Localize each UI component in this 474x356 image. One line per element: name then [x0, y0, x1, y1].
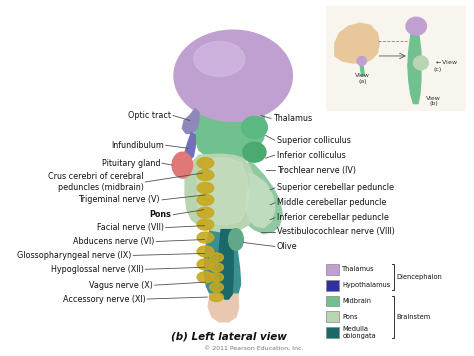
Polygon shape: [246, 173, 275, 227]
Text: Crus cerebri of cerebral
peduncles (midbrain): Crus cerebri of cerebral peduncles (midb…: [48, 172, 144, 192]
Ellipse shape: [197, 259, 214, 270]
Text: Vestibulocochlear nerve (VIII): Vestibulocochlear nerve (VIII): [277, 227, 394, 236]
Polygon shape: [194, 101, 265, 159]
Text: Abducens nerve (VI): Abducens nerve (VI): [73, 237, 155, 246]
FancyBboxPatch shape: [326, 312, 338, 323]
FancyBboxPatch shape: [326, 264, 338, 275]
FancyBboxPatch shape: [326, 327, 338, 338]
Text: Superior colliculus: Superior colliculus: [277, 136, 350, 145]
Ellipse shape: [197, 207, 214, 218]
Text: Brainstem: Brainstem: [396, 314, 430, 320]
Text: View
(a): View (a): [355, 73, 370, 84]
Ellipse shape: [406, 17, 427, 35]
FancyBboxPatch shape: [326, 295, 338, 307]
Text: Glossopharyngeal nerve (IX): Glossopharyngeal nerve (IX): [17, 251, 131, 260]
Polygon shape: [210, 109, 245, 207]
Text: View
(b): View (b): [426, 96, 441, 106]
FancyBboxPatch shape: [326, 280, 338, 290]
Polygon shape: [408, 23, 421, 104]
Polygon shape: [242, 158, 282, 234]
Polygon shape: [335, 23, 379, 63]
Ellipse shape: [243, 142, 266, 162]
Text: Hypothalamus: Hypothalamus: [342, 282, 391, 288]
Text: $\leftarrow$View
(c): $\leftarrow$View (c): [434, 58, 458, 72]
Polygon shape: [197, 158, 249, 225]
Text: Pituitary gland: Pituitary gland: [101, 159, 160, 168]
Ellipse shape: [228, 229, 243, 250]
Text: Trochlear nerve (IV): Trochlear nerve (IV): [277, 166, 356, 174]
Text: Inferior cerebellar peduncle: Inferior cerebellar peduncle: [277, 213, 389, 222]
Polygon shape: [360, 63, 365, 76]
Text: Pons: Pons: [342, 314, 358, 320]
Ellipse shape: [197, 219, 214, 230]
Ellipse shape: [357, 57, 366, 66]
FancyBboxPatch shape: [326, 6, 466, 110]
Text: Facial nerve (VII): Facial nerve (VII): [97, 223, 164, 232]
Text: Infundibulum: Infundibulum: [111, 141, 164, 150]
Text: Midbrain: Midbrain: [342, 298, 371, 304]
Ellipse shape: [172, 152, 192, 178]
Ellipse shape: [197, 272, 214, 283]
Ellipse shape: [210, 283, 223, 292]
Text: Pons: Pons: [149, 210, 171, 219]
Ellipse shape: [197, 246, 214, 257]
Ellipse shape: [210, 263, 223, 272]
Polygon shape: [185, 154, 256, 232]
Ellipse shape: [197, 158, 214, 169]
Text: Hypoglossal nerve (XII): Hypoglossal nerve (XII): [51, 265, 144, 274]
Ellipse shape: [197, 194, 214, 205]
Polygon shape: [204, 230, 241, 301]
Text: © 2011 Pearson Education, Inc.: © 2011 Pearson Education, Inc.: [204, 346, 303, 351]
Ellipse shape: [210, 293, 223, 302]
Ellipse shape: [197, 169, 214, 180]
Ellipse shape: [194, 42, 245, 76]
Ellipse shape: [197, 183, 214, 193]
Text: Thalamus: Thalamus: [342, 266, 375, 272]
Polygon shape: [219, 230, 233, 299]
Ellipse shape: [197, 232, 214, 243]
Ellipse shape: [174, 30, 292, 121]
Text: Optic tract: Optic tract: [128, 111, 171, 120]
Text: Thalamus: Thalamus: [273, 114, 312, 123]
Polygon shape: [208, 294, 239, 322]
Text: Medulla
oblongata: Medulla oblongata: [342, 326, 376, 339]
Polygon shape: [185, 132, 195, 160]
Text: (b) Left lateral view: (b) Left lateral view: [171, 332, 286, 342]
Text: Middle cerebellar peduncle: Middle cerebellar peduncle: [277, 198, 386, 207]
Text: Vagus nerve (X): Vagus nerve (X): [89, 281, 153, 290]
Text: Olive: Olive: [277, 242, 297, 251]
Ellipse shape: [210, 253, 223, 262]
Ellipse shape: [413, 56, 428, 70]
Text: Superior cerebellar peduncle: Superior cerebellar peduncle: [277, 183, 393, 193]
Ellipse shape: [210, 273, 223, 282]
Ellipse shape: [241, 116, 267, 138]
Text: Inferior colliculus: Inferior colliculus: [277, 151, 346, 160]
Text: Diencephalon: Diencephalon: [396, 274, 442, 280]
Text: Accessory nerve (XI): Accessory nerve (XI): [63, 294, 146, 304]
Text: Trigeminal nerve (V): Trigeminal nerve (V): [79, 195, 160, 204]
Polygon shape: [182, 109, 199, 134]
